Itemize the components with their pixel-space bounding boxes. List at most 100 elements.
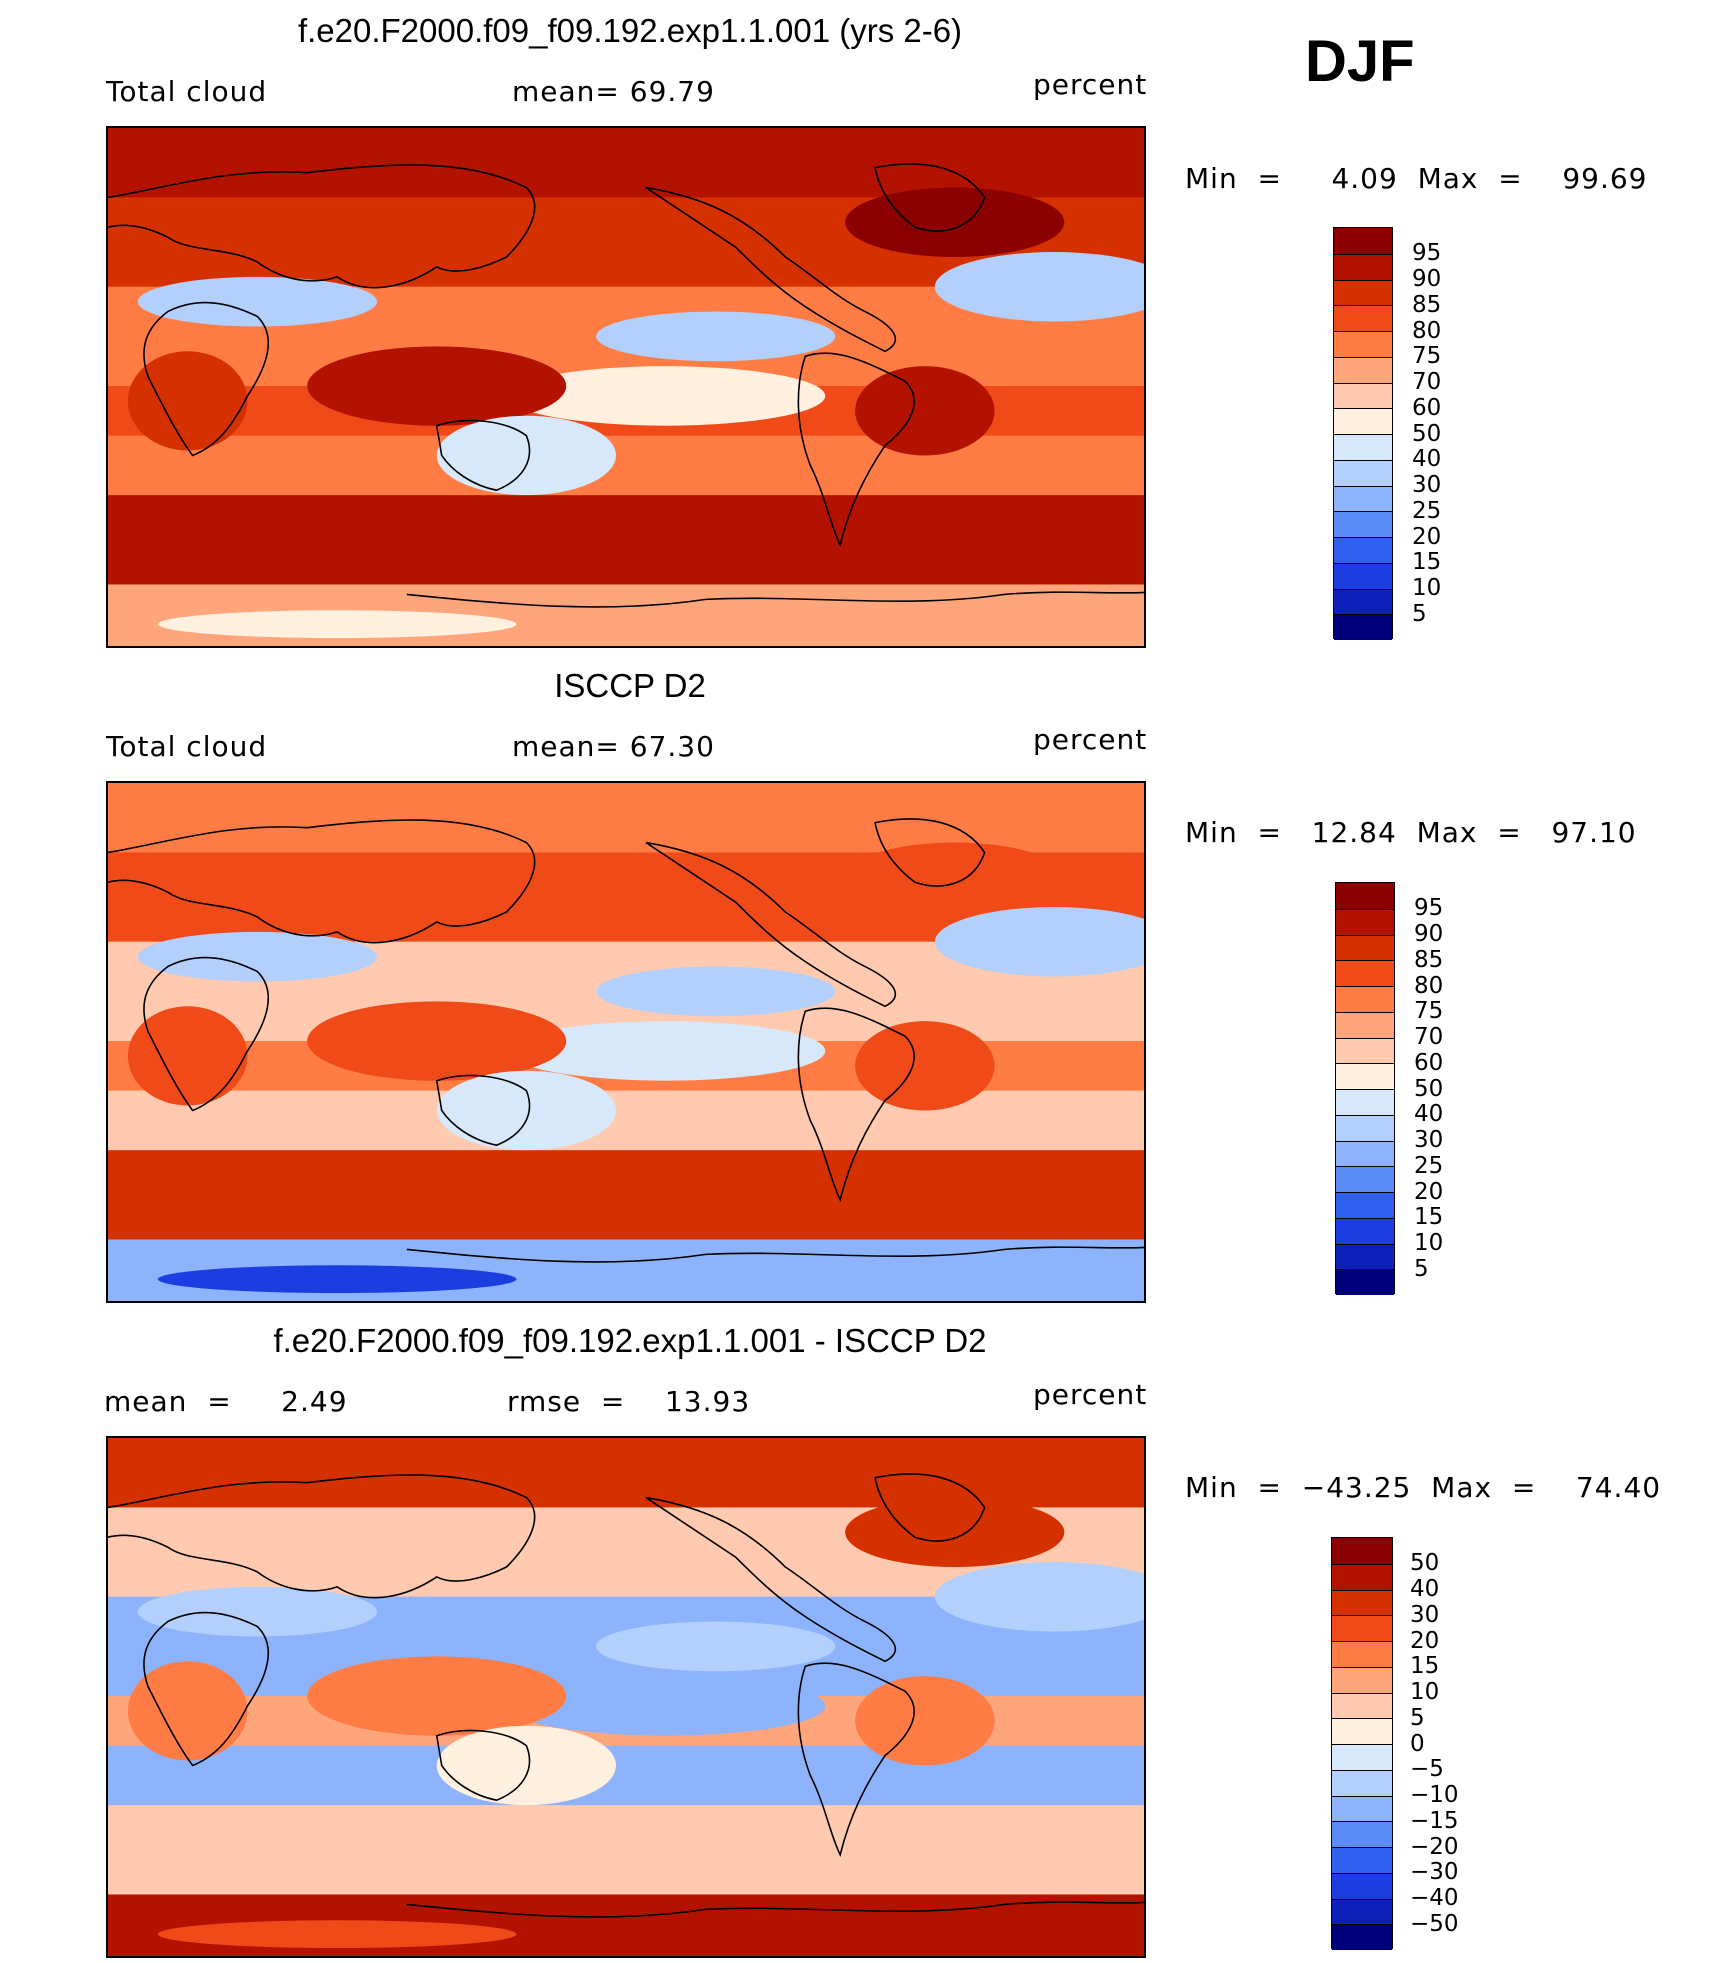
colorbar-label: 85 xyxy=(1414,946,1444,973)
colorbar-swatch xyxy=(1332,1924,1392,1950)
colorbar-label: 60 xyxy=(1412,394,1442,421)
colorbar-label: 95 xyxy=(1412,240,1442,267)
colorbar-swatch xyxy=(1336,908,1394,935)
field-anomaly xyxy=(506,1676,826,1736)
colorbar-swatch xyxy=(1334,408,1392,434)
colorbar-swatch xyxy=(1336,1089,1394,1115)
panel-1-mean-label: mean= 69.79 xyxy=(512,75,715,108)
coastline xyxy=(406,1901,1144,1918)
colorbar-swatch xyxy=(1334,588,1392,615)
field-anomaly xyxy=(596,966,836,1017)
colorbar-swatch xyxy=(1332,1744,1392,1770)
field-anomaly xyxy=(934,1562,1144,1632)
colorbar-label: 5 xyxy=(1410,1704,1425,1731)
panel-2-title: ISCCP D2 xyxy=(554,667,706,704)
field-anomaly xyxy=(855,1676,995,1766)
panel-1-map xyxy=(106,126,1146,648)
colorbar-label: 15 xyxy=(1414,1204,1444,1231)
colorbar-label: −50 xyxy=(1410,1910,1459,1937)
coastline xyxy=(874,163,986,232)
colorbar-swatch xyxy=(1336,1192,1394,1218)
colorbar-swatch xyxy=(1336,934,1394,961)
colorbar-label: 20 xyxy=(1414,1178,1444,1205)
colorbar-swatch xyxy=(1332,1641,1392,1667)
field-anomaly xyxy=(307,1656,567,1736)
coastline xyxy=(143,956,270,1112)
colorbar-swatch xyxy=(1332,1718,1392,1744)
colorbar-label: 20 xyxy=(1412,523,1442,550)
colorbar-swatch xyxy=(1334,485,1392,512)
panel-3-map xyxy=(106,1436,1146,1958)
colorbar-swatch xyxy=(1336,1037,1394,1064)
colorbar-swatch xyxy=(1332,1538,1392,1564)
colorbar-label: 50 xyxy=(1410,1550,1440,1577)
field-anomaly xyxy=(307,346,567,426)
field-anomaly xyxy=(157,1920,517,1949)
colorbar-swatch xyxy=(1336,883,1394,909)
panel-3-mean-label: mean = 2.49 xyxy=(104,1385,348,1418)
colorbar-label: −20 xyxy=(1410,1833,1459,1860)
field-band xyxy=(108,128,1144,198)
field-anomaly xyxy=(157,1265,517,1294)
colorbar-label: 15 xyxy=(1410,1653,1440,1680)
coastline xyxy=(406,591,1144,608)
field-band xyxy=(108,1805,1144,1895)
field-anomaly xyxy=(934,907,1144,977)
panel-1-colorbar: 95 90 85 80 75 70 60 50 40 30 25 20 15 10 5 xyxy=(1333,227,1441,640)
colorbar-swatch xyxy=(1336,1243,1394,1270)
coastline xyxy=(108,164,536,289)
colorbar-label: 10 xyxy=(1414,1230,1444,1256)
colorbar-label: 25 xyxy=(1414,1152,1444,1179)
colorbar-swatch xyxy=(1332,1821,1392,1847)
panel-1-units-label: percent xyxy=(1033,68,1148,101)
field-anomaly xyxy=(596,1621,836,1672)
panel-3-colorbar: 50 40 30 20 15 10 5 0 −5 −10 −15 −20 −30 −40 −50 xyxy=(1331,1537,1459,1950)
colorbar-swatch xyxy=(1334,331,1392,357)
panel-2-map xyxy=(106,781,1146,1303)
colorbar-label: 0 xyxy=(1410,1730,1425,1757)
panel-1-minmax: Min = 4.09 Max = 99.69 xyxy=(1185,162,1648,195)
colorbar-label: 20 xyxy=(1410,1627,1440,1654)
coastline xyxy=(143,301,270,457)
field-band xyxy=(108,1438,1144,1508)
coastline xyxy=(143,1611,270,1767)
panel-3-map-field xyxy=(108,1438,1144,1956)
colorbar-swatch xyxy=(1336,1011,1394,1038)
colorbar-label: 10 xyxy=(1410,1679,1440,1705)
colorbar-label: 70 xyxy=(1414,1024,1444,1050)
colorbar-label: 75 xyxy=(1412,343,1442,370)
coastline xyxy=(108,819,536,944)
coastline xyxy=(435,419,531,492)
coastline xyxy=(435,1074,531,1147)
panel-3-minmax: Min = −43.25 Max = 74.40 xyxy=(1185,1471,1662,1504)
colorbar-swatch xyxy=(1334,562,1392,589)
colorbar-label: 50 xyxy=(1414,1075,1444,1102)
colorbar-swatch xyxy=(1334,253,1392,280)
field-anomaly xyxy=(127,351,248,451)
colorbar-swatch xyxy=(1336,1063,1394,1089)
panel-3-title: f.e20.F2000.f09_f09.192.exp1.1.001 - ISC… xyxy=(273,1322,987,1359)
panel-3-units-label: percent xyxy=(1033,1378,1148,1411)
field-anomaly xyxy=(934,252,1144,322)
field-anomaly xyxy=(157,610,517,639)
colorbar-label: −40 xyxy=(1410,1885,1459,1911)
panel-1-variable-label: Total cloud xyxy=(106,75,268,108)
field-anomaly xyxy=(137,931,377,982)
colorbar-label: 70 xyxy=(1412,369,1442,395)
colorbar-swatch xyxy=(1336,960,1394,986)
colorbar-swatch xyxy=(1332,1563,1392,1590)
coastline xyxy=(406,1246,1144,1263)
colorbar-swatch xyxy=(1334,228,1392,254)
colorbar-swatch xyxy=(1334,434,1392,460)
season-label: DJF xyxy=(1305,29,1415,94)
panel-3-rmse-label: rmse = 13.93 xyxy=(507,1385,751,1418)
colorbar-swatch xyxy=(1336,1217,1394,1244)
colorbar-swatch xyxy=(1336,1166,1394,1192)
colorbar-label: 60 xyxy=(1414,1049,1444,1076)
colorbar-label: 30 xyxy=(1412,472,1442,498)
field-anomaly xyxy=(436,1070,617,1151)
colorbar-label: 5 xyxy=(1414,1255,1429,1282)
coastline xyxy=(645,1496,897,1663)
field-anomaly xyxy=(845,842,1065,913)
field-anomaly xyxy=(506,1021,826,1081)
